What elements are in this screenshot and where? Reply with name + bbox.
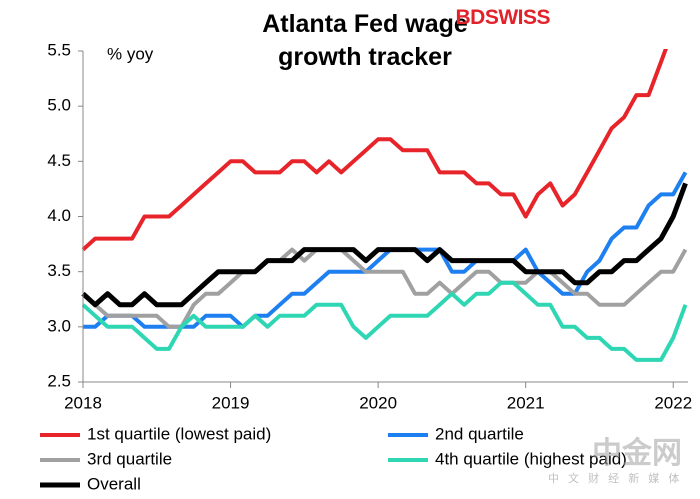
series-line bbox=[81, 280, 688, 362]
y-tick-label: 5.0 bbox=[47, 96, 71, 115]
series-line bbox=[81, 247, 688, 329]
x-tick-label: 2021 bbox=[507, 393, 545, 412]
series-line bbox=[81, 49, 668, 252]
x-tick-label: 2018 bbox=[64, 393, 102, 412]
legend-label: 2nd quartile bbox=[435, 424, 524, 443]
x-tick-label: 2019 bbox=[212, 393, 250, 412]
y-tick-label: 4.0 bbox=[47, 206, 71, 225]
y-tick-label: 5.5 bbox=[47, 40, 71, 59]
y-tick-label: 3.5 bbox=[47, 261, 71, 280]
legend-label: Overall bbox=[87, 474, 141, 493]
logo: BDSWISS bbox=[455, 6, 550, 29]
legend-label: 3rd quartile bbox=[87, 449, 172, 468]
watermark: 中金网 bbox=[592, 437, 682, 470]
chart-title: Atlanta Fed wage growth tracker bbox=[262, 10, 468, 71]
x-tick-label: 2022 bbox=[654, 393, 692, 412]
legend-label: 1st quartile (lowest paid) bbox=[87, 424, 271, 443]
legend-label: 4th quartile (highest paid) bbox=[435, 449, 627, 468]
y-tick-label: 4.5 bbox=[47, 151, 71, 170]
series-line bbox=[81, 182, 688, 308]
y-tick-label: 3.0 bbox=[47, 316, 71, 335]
x-tick-label: 2020 bbox=[359, 393, 397, 412]
y-axis-label: % yoy bbox=[107, 44, 154, 63]
y-tick-label: 2.5 bbox=[47, 371, 71, 390]
watermark-subtitle: 中 文 财 经 新 媒 体 bbox=[548, 473, 683, 485]
